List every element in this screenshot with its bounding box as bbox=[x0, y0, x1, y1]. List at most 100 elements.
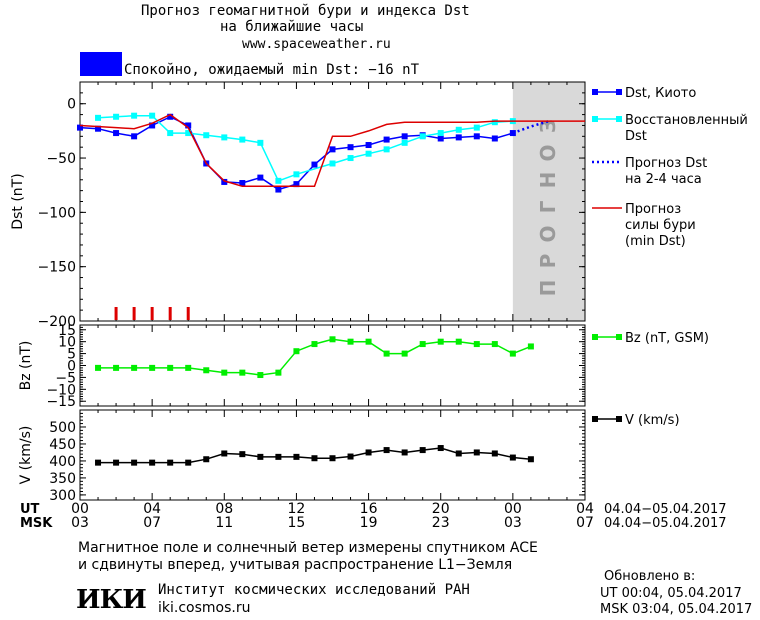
data-point bbox=[401, 133, 408, 140]
data-point bbox=[203, 456, 210, 463]
data-point bbox=[221, 134, 228, 141]
data-point bbox=[167, 459, 174, 466]
data-point bbox=[131, 459, 138, 466]
data-point bbox=[347, 338, 354, 345]
data-point bbox=[473, 341, 480, 348]
data-point bbox=[491, 119, 498, 126]
data-point bbox=[473, 449, 480, 456]
data-point bbox=[329, 336, 336, 343]
title-line-1: Прогноз геомагнитной бури и индекса Dst bbox=[141, 3, 470, 19]
data-point bbox=[221, 178, 228, 185]
ut-tick-label: 00 bbox=[504, 501, 522, 517]
data-point bbox=[437, 445, 444, 452]
data-point bbox=[293, 453, 300, 460]
data-point bbox=[455, 134, 462, 141]
series-line bbox=[97, 114, 513, 182]
data-point bbox=[383, 146, 390, 153]
data-point bbox=[185, 459, 192, 466]
ut-tick-label: 04 bbox=[576, 501, 594, 517]
legend-marker bbox=[592, 116, 598, 122]
data-point bbox=[275, 369, 282, 376]
data-point bbox=[77, 124, 83, 131]
legend-marker bbox=[616, 334, 622, 340]
y-tick-label: 350 bbox=[49, 471, 76, 487]
footnote-line-1: Магнитное поле и солнечный ветер измерен… bbox=[78, 540, 538, 556]
series-line bbox=[79, 113, 585, 188]
legend-label: на 2-4 часа bbox=[625, 172, 702, 187]
data-point bbox=[95, 459, 102, 466]
y-tick-label: 10 bbox=[58, 335, 76, 351]
data-point bbox=[437, 135, 444, 142]
updated-label: Обновлено в: bbox=[604, 569, 696, 584]
legend-label: Dst, Киото bbox=[625, 86, 696, 101]
data-point bbox=[419, 341, 426, 348]
y-tick-label: −200 bbox=[38, 314, 76, 330]
institute-link[interactable]: iki.cosmos.ru bbox=[158, 600, 251, 616]
data-point bbox=[275, 177, 282, 184]
data-point bbox=[527, 343, 534, 350]
status-text: Спокойно, ожидаемый min Dst: −16 nT bbox=[124, 62, 420, 78]
ut-tick-label: 04 bbox=[143, 501, 161, 517]
legend-label: силы бури bbox=[625, 218, 696, 233]
data-point bbox=[401, 449, 408, 456]
data-point bbox=[131, 364, 138, 371]
msk-tick-label: 15 bbox=[288, 515, 306, 531]
y-tick-label: −50 bbox=[46, 151, 76, 167]
status-color-box bbox=[80, 52, 122, 76]
data-point bbox=[257, 453, 264, 460]
footnote-line-2: и сдвинуты вперед, учитывая распростране… bbox=[78, 557, 513, 573]
data-point bbox=[239, 451, 246, 458]
data-point bbox=[455, 450, 462, 457]
msk-tick-label: 07 bbox=[143, 515, 161, 531]
forecast-label-letter: П bbox=[536, 280, 560, 297]
data-point bbox=[113, 113, 120, 120]
msk-tick-label: 07 bbox=[576, 515, 594, 531]
data-point bbox=[293, 348, 300, 355]
data-point bbox=[527, 456, 534, 463]
ut-tick-label: 00 bbox=[71, 501, 89, 517]
data-point bbox=[329, 455, 336, 462]
data-point bbox=[491, 341, 498, 348]
data-point bbox=[311, 161, 318, 168]
data-point bbox=[293, 171, 300, 178]
data-point bbox=[311, 455, 318, 462]
iki-logo-text: ИКИ bbox=[76, 585, 147, 615]
y-tick-label: 5 bbox=[67, 347, 76, 363]
iki-logo: ИКИ bbox=[76, 584, 147, 616]
msk-tick-label: 19 bbox=[360, 515, 378, 531]
data-point bbox=[257, 174, 264, 181]
data-point bbox=[185, 122, 192, 129]
data-point bbox=[293, 181, 300, 188]
data-point bbox=[509, 130, 516, 137]
ut-date-range: 04.04−05.04.2017 bbox=[604, 502, 727, 517]
data-point bbox=[473, 133, 480, 140]
y-tick-label: −15 bbox=[46, 394, 76, 410]
data-point bbox=[419, 133, 426, 140]
data-point bbox=[347, 144, 354, 151]
data-point bbox=[167, 130, 174, 137]
updated-ut: UT 00:04, 05.04.2017 bbox=[600, 586, 742, 601]
legend-label: Восстановленный bbox=[625, 113, 748, 128]
ut-tick-label: 08 bbox=[215, 501, 233, 517]
data-point bbox=[221, 369, 228, 376]
data-point bbox=[455, 126, 462, 133]
data-point bbox=[365, 150, 372, 157]
legend-label: Прогноз bbox=[625, 202, 681, 217]
updated-msk: MSK 03:04, 05.04.2017 bbox=[600, 602, 753, 617]
data-point bbox=[383, 136, 390, 143]
data-point bbox=[491, 135, 498, 142]
legend-label: Dst bbox=[625, 129, 647, 144]
data-point bbox=[167, 113, 174, 120]
data-point bbox=[347, 155, 354, 162]
site-link[interactable]: www.spaceweather.ru bbox=[242, 37, 391, 52]
y-tick-label: 0 bbox=[67, 97, 76, 113]
series-line bbox=[512, 119, 550, 135]
data-point bbox=[203, 132, 210, 139]
data-point bbox=[221, 450, 228, 457]
data-point bbox=[185, 130, 192, 137]
msk-tick-label: 23 bbox=[432, 515, 450, 531]
panel-frame bbox=[79, 81, 586, 322]
